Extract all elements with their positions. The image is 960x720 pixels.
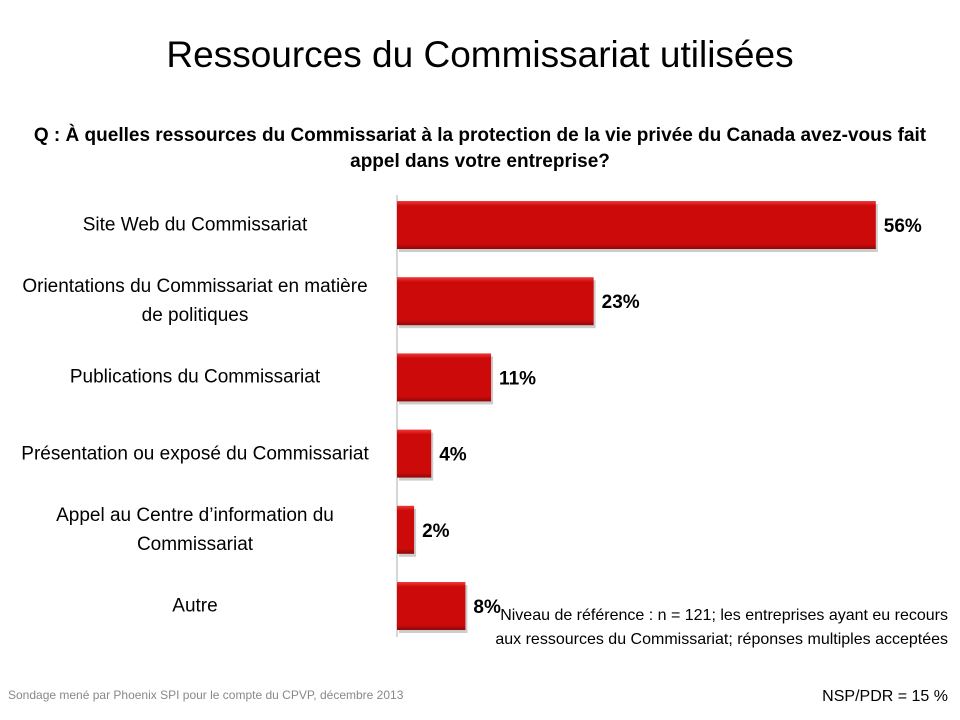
category-label: Autre [172, 595, 218, 617]
category-label: Publications du Commissariat [69, 366, 321, 388]
data-label: 11% [499, 368, 536, 389]
category-label: Appel au Centre d’information du Commiss… [56, 504, 334, 555]
nsp-note: NSP/PDR = 15 % [822, 688, 948, 705]
base-note: Niveau de référence : n = 121; les entre… [495, 607, 948, 648]
category-label: Orientations du Commissariat en matière … [22, 276, 368, 327]
source-note: Sondage mené par Phoenix SPI pour le com… [8, 688, 404, 702]
question-text: Q : À quelles ressources du Commissariat… [33, 125, 927, 172]
data-label: 2% [422, 521, 450, 542]
data-label: 23% [602, 292, 640, 313]
page-title: Ressources du Commissariat utilisées [166, 34, 794, 75]
bar [397, 505, 415, 554]
bar [397, 429, 432, 478]
category-label: Site Web du Commissariat [82, 214, 308, 236]
data-label: 8% [473, 597, 501, 618]
bar [397, 201, 876, 249]
data-label: 56% [884, 216, 922, 237]
bar [397, 277, 594, 326]
bar [397, 353, 492, 402]
data-label: 4% [439, 445, 467, 466]
category-label: Présentation ou exposé du Commissariat [21, 443, 369, 465]
bar [397, 582, 466, 630]
